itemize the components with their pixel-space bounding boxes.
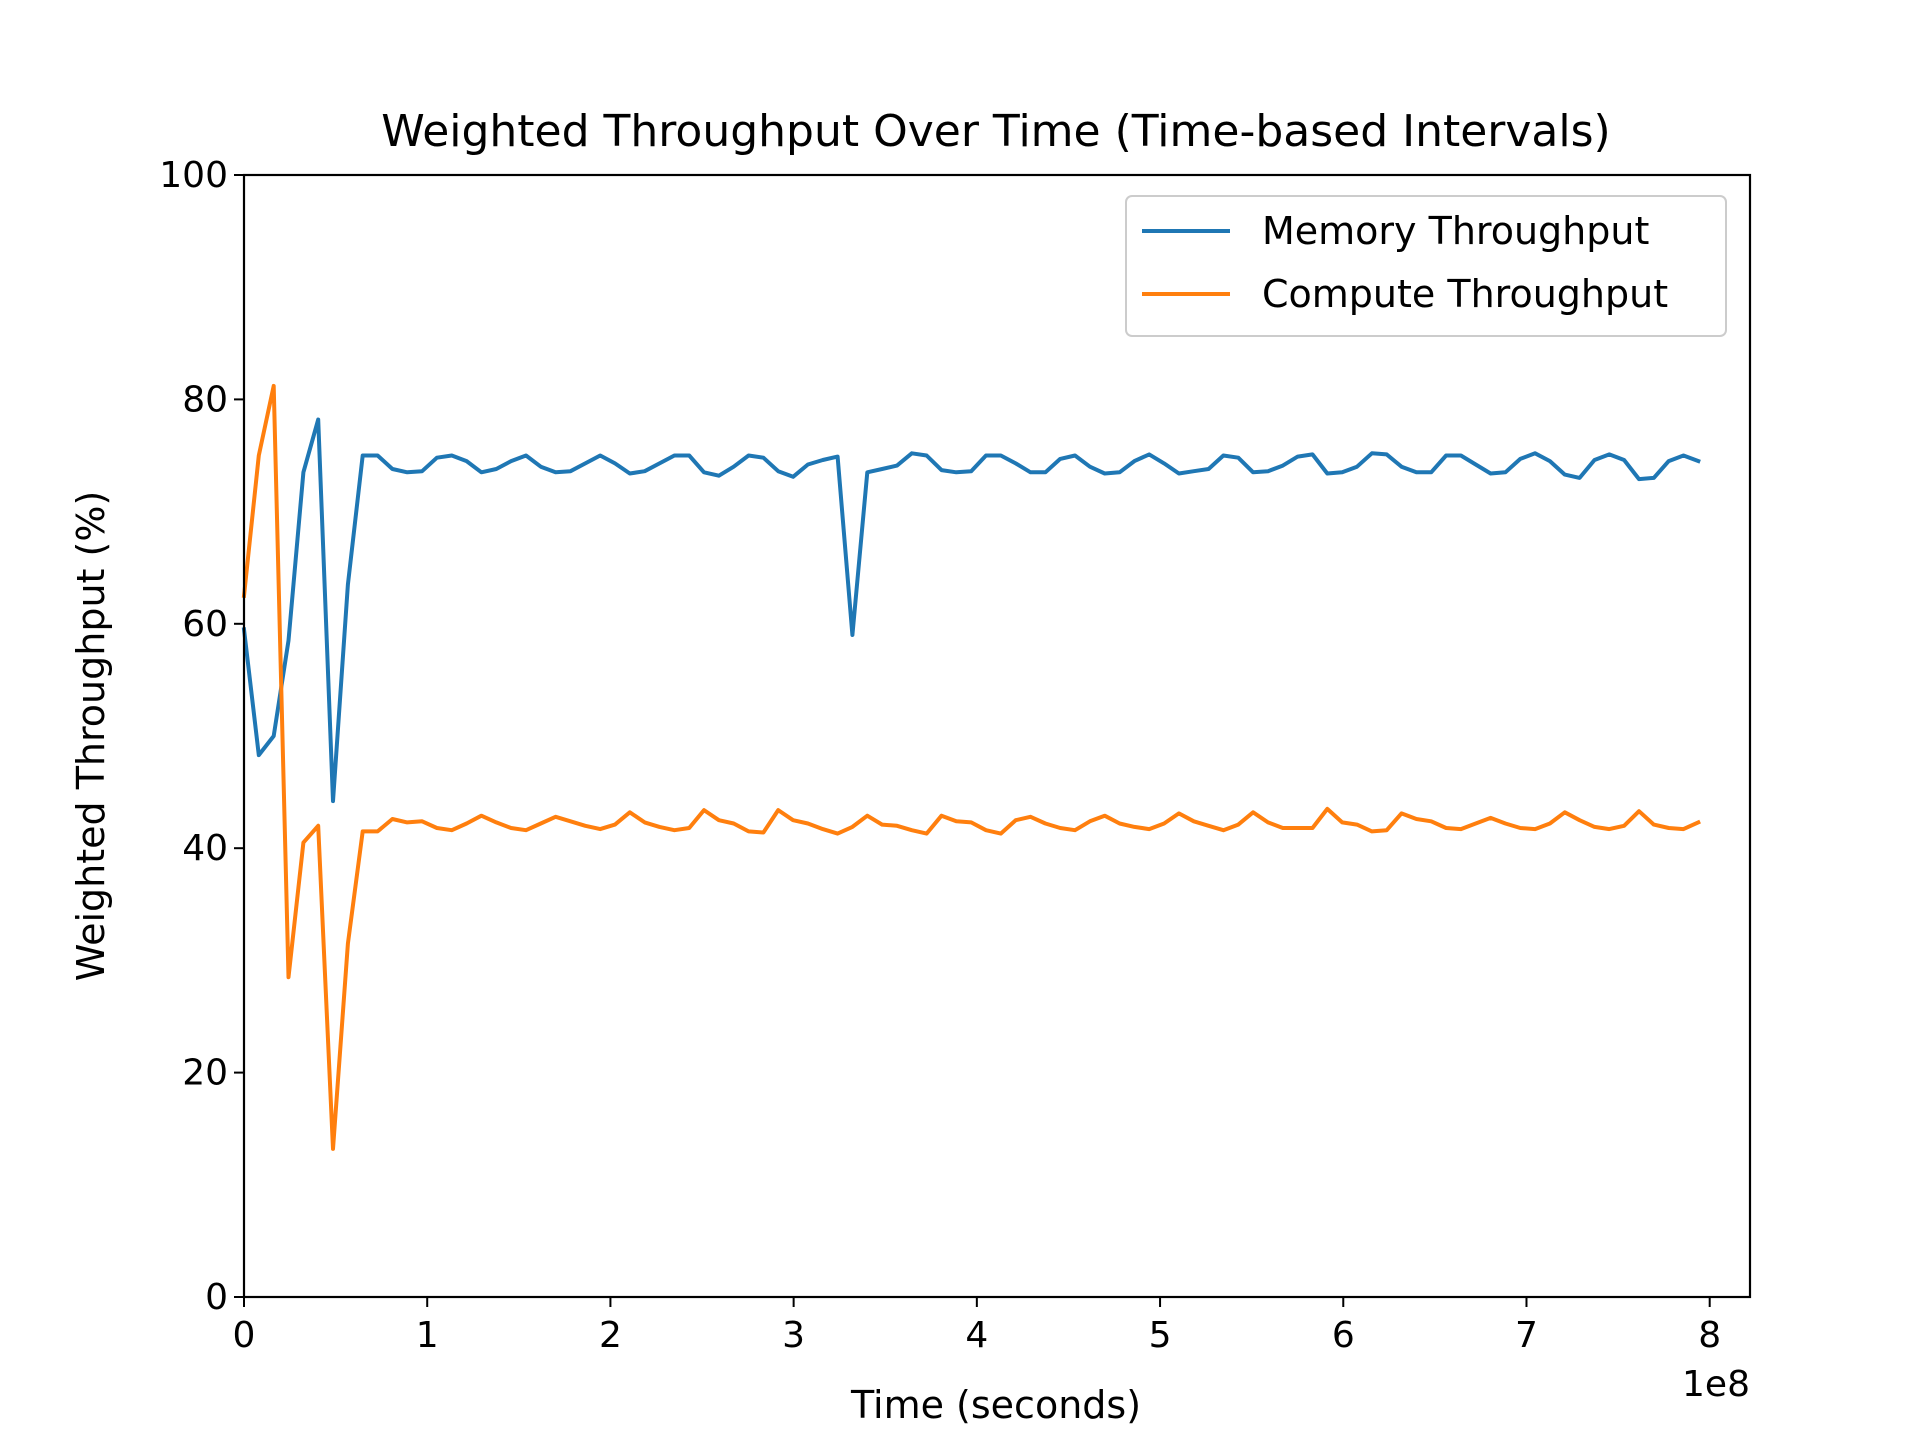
series-line-memory-throughput [241, 417, 1701, 804]
legend-label-compute-throughput: Compute Throughput [1262, 272, 1668, 316]
x-tick-label: 6 [1332, 1315, 1355, 1356]
plot-area-frame [242, 173, 1752, 1299]
x-tick-label: 1 [416, 1315, 439, 1356]
y-axis-ticks: 0 20 40 60 80 100 [159, 155, 244, 1318]
y-tick-label: 0 [205, 1277, 228, 1318]
x-tick-label: 7 [1515, 1315, 1538, 1356]
legend: Memory Throughput Compute Throughput [1125, 195, 1727, 337]
x-tick-label: 2 [599, 1315, 622, 1356]
y-tick-label: 20 [182, 1053, 228, 1094]
y-tick-label: 60 [182, 604, 228, 645]
x-axis-offset-label: 1e8 [1682, 1364, 1750, 1405]
chart-title: Weighted Throughput Over Time (Time-base… [381, 106, 1610, 157]
x-tick-label: 8 [1698, 1315, 1721, 1356]
x-axis-label: Time (seconds) [850, 1383, 1141, 1427]
legend-box [1125, 195, 1727, 337]
x-axis-ticks: 0 1 2 3 4 5 6 7 8 [233, 1297, 1721, 1356]
x-tick-label: 4 [965, 1315, 988, 1356]
y-axis-label: Weighted Throughput (%) [69, 491, 113, 982]
legend-label-memory-throughput: Memory Throughput [1262, 209, 1649, 253]
x-tick-label: 5 [1149, 1315, 1172, 1356]
y-tick-label: 100 [159, 155, 228, 196]
x-tick-label: 0 [233, 1315, 256, 1356]
y-tick-label: 40 [182, 828, 228, 869]
y-tick-label: 80 [182, 379, 228, 420]
x-tick-label: 3 [782, 1315, 805, 1356]
series-layer [241, 383, 1701, 1151]
series-line-compute-throughput [241, 383, 1701, 1151]
